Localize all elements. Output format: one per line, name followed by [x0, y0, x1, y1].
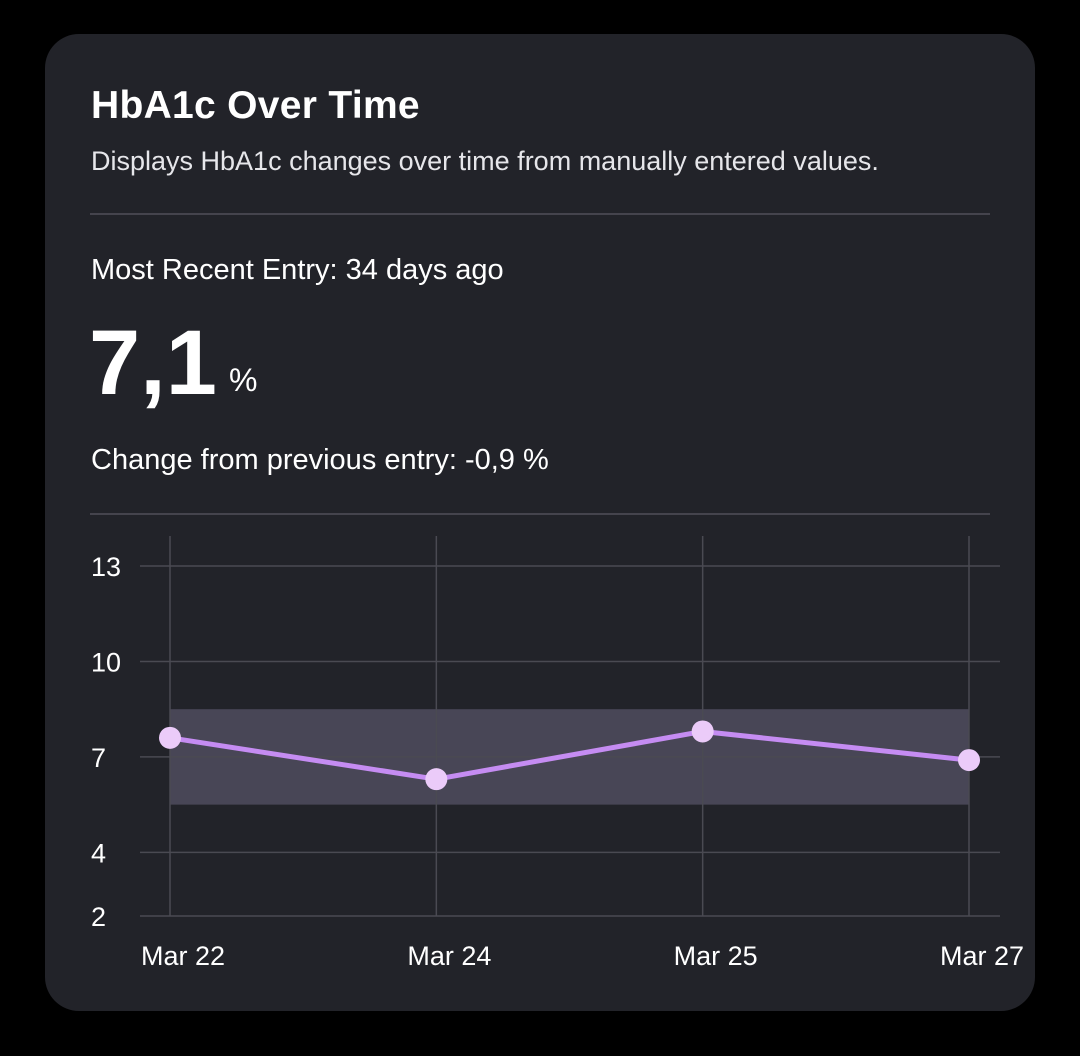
data-point[interactable] — [159, 726, 181, 749]
hba1c-card: HbA1c Over Time Displays HbA1c changes o… — [45, 34, 1035, 1011]
x-tick-label: Mar 22 — [141, 941, 225, 971]
y-tick-label: 10 — [91, 647, 121, 677]
most-recent-entry-label: Most Recent Entry: 34 days ago — [91, 254, 504, 286]
x-tick-label: Mar 27 — [940, 941, 1024, 971]
x-tick-label: Mar 24 — [407, 941, 491, 971]
series-line — [167, 728, 972, 782]
data-point[interactable] — [691, 720, 714, 743]
current-unit: % — [229, 362, 258, 398]
chart-divider — [90, 513, 990, 515]
change-from-previous-label: Change from previous entry: -0,9 % — [91, 444, 549, 476]
x-tick-label: Mar 25 — [674, 941, 758, 971]
card-subtitle: Displays HbA1c changes over time from ma… — [91, 146, 879, 176]
current-value: 7,1 — [89, 312, 217, 414]
card-title: HbA1c Over Time — [91, 84, 420, 127]
y-tick-label: 13 — [91, 552, 121, 582]
data-point[interactable] — [425, 768, 448, 791]
hba1c-line-chart: 2 4 7 10 13 Mar 22 Mar 24 Mar 25 Mar 27 — [91, 536, 1024, 971]
y-tick-label: 2 — [91, 902, 106, 932]
data-point[interactable] — [958, 749, 980, 772]
y-tick-label: 7 — [91, 743, 106, 773]
top-divider — [90, 213, 990, 215]
y-tick-label: 4 — [91, 838, 106, 868]
